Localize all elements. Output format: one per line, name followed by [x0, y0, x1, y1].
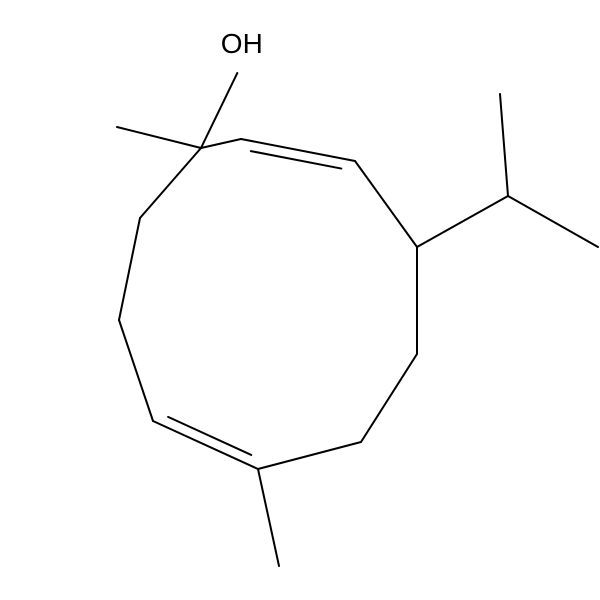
- atom-label-oh: OH: [221, 28, 263, 60]
- chemical-structure: OH: [0, 0, 600, 600]
- molecule-svg: [0, 0, 600, 600]
